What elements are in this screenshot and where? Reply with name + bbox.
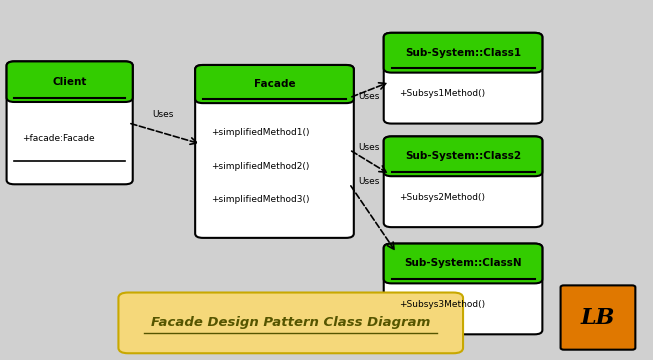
FancyBboxPatch shape [195, 65, 354, 238]
FancyBboxPatch shape [384, 33, 543, 73]
FancyBboxPatch shape [384, 244, 543, 334]
Text: +facade:Facade: +facade:Facade [22, 134, 95, 143]
Text: +simplifiedMethod1(): +simplifiedMethod1() [211, 128, 310, 137]
FancyBboxPatch shape [195, 65, 354, 103]
Text: Uses: Uses [358, 92, 380, 101]
Text: Uses: Uses [358, 177, 380, 186]
FancyBboxPatch shape [384, 33, 543, 123]
FancyBboxPatch shape [384, 136, 543, 227]
Text: +simplifiedMethod2(): +simplifiedMethod2() [211, 162, 309, 171]
FancyBboxPatch shape [7, 62, 133, 102]
FancyBboxPatch shape [384, 244, 543, 283]
FancyBboxPatch shape [7, 62, 133, 184]
Text: Facade: Facade [253, 79, 295, 89]
Text: Sub-System::ClassN: Sub-System::ClassN [404, 258, 522, 269]
Text: +Subsys3Method(): +Subsys3Method() [400, 300, 485, 309]
Text: +Subsys1Method(): +Subsys1Method() [400, 89, 485, 98]
FancyBboxPatch shape [384, 136, 543, 176]
Text: LB: LB [581, 306, 615, 329]
Text: Sub-System::Class1: Sub-System::Class1 [405, 48, 521, 58]
Text: Uses: Uses [152, 109, 174, 118]
Text: Sub-System::Class2: Sub-System::Class2 [405, 151, 521, 161]
Text: +Subsys2Method(): +Subsys2Method() [400, 193, 485, 202]
Text: Uses: Uses [358, 144, 380, 153]
FancyBboxPatch shape [118, 293, 463, 353]
Text: Client: Client [52, 77, 87, 87]
Text: +simplifiedMethod3(): +simplifiedMethod3() [211, 195, 310, 204]
Text: Facade Design Pattern Class Diagram: Facade Design Pattern Class Diagram [151, 316, 430, 329]
FancyBboxPatch shape [560, 285, 635, 350]
